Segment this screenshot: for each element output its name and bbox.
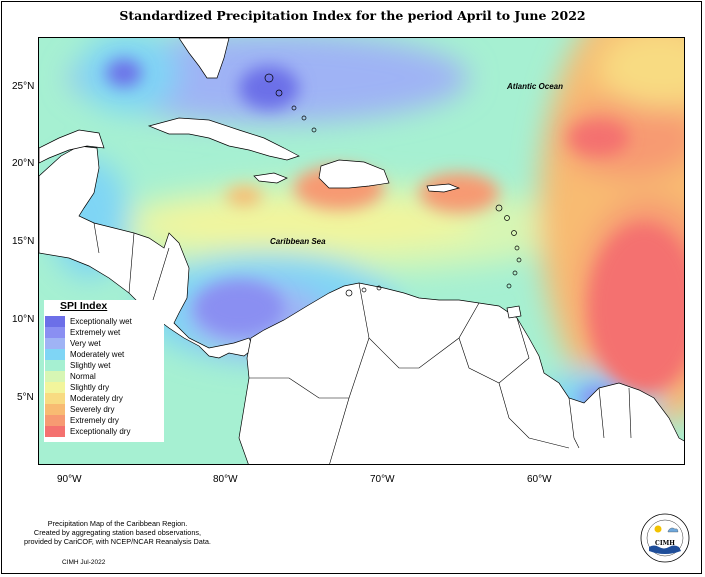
lon-label-70w: 70°W (370, 474, 395, 485)
caption-line-3: provided by CariCOF, with NCEP/NCAR Rean… (24, 537, 211, 546)
lat-label-5n: 5°N (17, 392, 34, 403)
legend-swatch (45, 349, 65, 360)
legend-item: Exceptionally wet (45, 316, 165, 327)
legend-label: Slightly wet (70, 361, 111, 370)
lat-label-10n: 10°N (12, 314, 35, 325)
legend-swatch (45, 404, 65, 415)
legend-label: Extremely wet (70, 328, 121, 337)
florida (178, 38, 230, 79)
legend-label: Exceptionally wet (70, 317, 132, 326)
legend-item: Normal (45, 371, 165, 382)
legend-swatch (45, 316, 65, 327)
lon-label-60w: 60°W (527, 474, 552, 485)
legend-label: Normal (70, 372, 96, 381)
caption-line-2: Created by aggregating station based obs… (33, 528, 202, 537)
legend-item: Extremely wet (45, 327, 165, 338)
cuba (147, 117, 300, 161)
lat-label-25n: 25°N (12, 81, 35, 92)
land-masses (39, 38, 684, 464)
map-title: Standardized Precipitation Index for the… (119, 8, 586, 23)
legend-label: Severely dry (70, 405, 115, 414)
legend-item: Moderately wet (45, 349, 165, 360)
legend-item: Moderately dry (45, 393, 165, 404)
lat-label-20n: 20°N (12, 158, 35, 169)
legend-swatch (45, 382, 65, 393)
lesser-antilles (264, 73, 522, 297)
legend-label: Moderately dry (70, 394, 123, 403)
cimh-logo (640, 513, 690, 563)
legend-item: Extremely dry (45, 415, 165, 426)
spi-map-svg (39, 38, 684, 464)
footer-credit: CIMH Jul-2022 (62, 559, 106, 566)
legend-swatch (45, 371, 65, 382)
lat-label-15n: 15°N (12, 236, 35, 247)
spi-map (38, 37, 685, 465)
legend-label: Extremely dry (70, 416, 119, 425)
legend-title: SPI Index (60, 300, 108, 312)
trinidad (506, 305, 522, 319)
hispaniola (318, 159, 390, 189)
legend-swatch (45, 393, 65, 404)
legend-item: Severely dry (45, 404, 165, 415)
legend-item: Slightly wet (45, 360, 165, 371)
jamaica (253, 172, 288, 184)
legend-label: Slightly dry (70, 383, 110, 392)
legend-label: Moderately wet (70, 350, 125, 359)
legend-label: Very wet (70, 339, 101, 348)
atlantic-ocean-label: Atlantic Ocean (507, 82, 564, 91)
legend-item: Exceptionally dry (45, 426, 165, 437)
puerto-rico (426, 183, 461, 193)
lon-label-80w: 80°W (213, 474, 238, 485)
south-america (238, 282, 684, 464)
legend-item: Slightly dry (45, 382, 165, 393)
legend-swatch (45, 426, 65, 437)
yucatan (39, 129, 105, 164)
caribbean-sea-label: Caribbean Sea (270, 237, 326, 246)
logo-text: CIMH (655, 540, 675, 547)
legend-swatch (45, 360, 65, 371)
legend-item: Very wet (45, 338, 165, 349)
legend-swatch (45, 415, 65, 426)
map-caption: Precipitation Map of the Caribbean Regio… (0, 519, 235, 546)
legend-swatch (45, 338, 65, 349)
caption-line-1: Precipitation Map of the Caribbean Regio… (47, 519, 188, 528)
spi-legend: SPI Index Exceptionally wet Extremely wet… (44, 300, 164, 442)
lon-label-90w: 90°W (57, 474, 82, 485)
legend-swatch (45, 327, 65, 338)
legend-label: Exceptionally dry (70, 427, 131, 436)
